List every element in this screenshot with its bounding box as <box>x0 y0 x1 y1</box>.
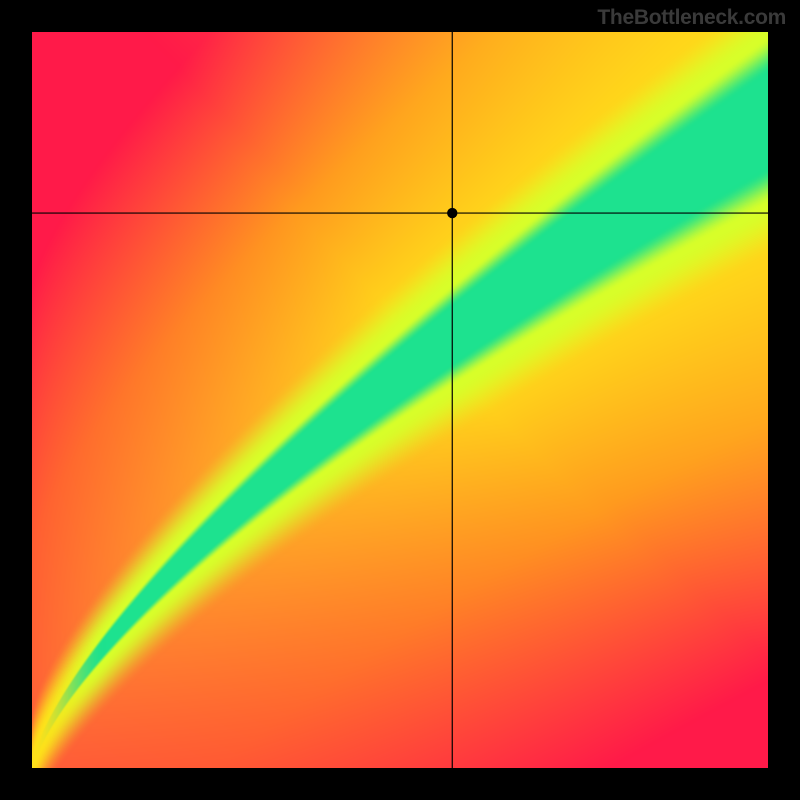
bottleneck-heatmap <box>32 32 768 768</box>
chart-area <box>32 32 768 768</box>
watermark-text: TheBottleneck.com <box>597 6 786 30</box>
